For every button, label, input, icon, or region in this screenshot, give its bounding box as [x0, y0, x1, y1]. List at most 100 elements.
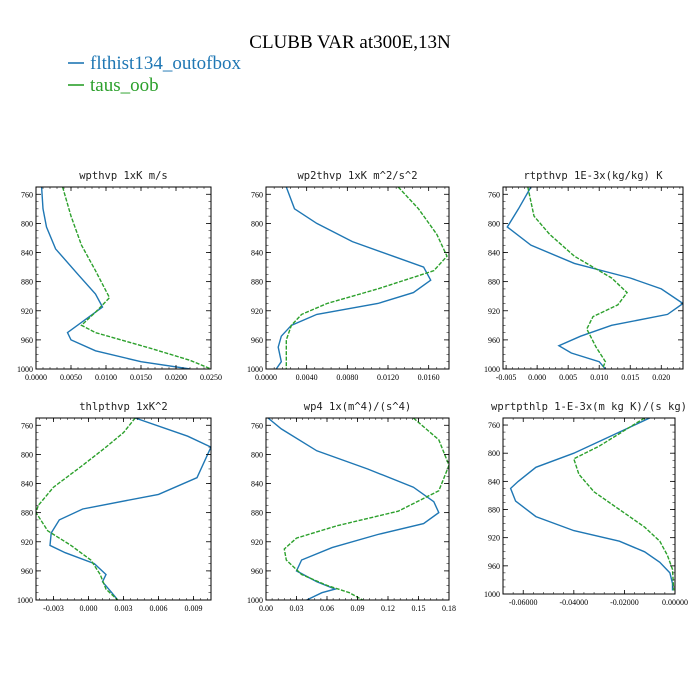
- x-tick-label: 0.12: [381, 604, 395, 613]
- y-tick-label: 1000: [484, 590, 500, 599]
- y-tick-label: 760: [488, 190, 500, 199]
- series-line-flthist134: [506, 187, 683, 369]
- x-tick-label: -0.003: [43, 604, 64, 613]
- y-tick-label: 880: [251, 278, 263, 287]
- plot-frame: [265, 186, 450, 370]
- y-tick-label: 840: [21, 480, 33, 489]
- series-line-flthist134: [267, 418, 440, 600]
- legend-label-taus-oob: taus_oob: [90, 75, 159, 96]
- series-line-taus-oob: [283, 418, 449, 600]
- y-tick-label: 880: [21, 278, 33, 287]
- y-tick-label: 960: [251, 336, 263, 345]
- y-tick-label: 920: [251, 538, 263, 547]
- y-tick-label: 1000: [17, 596, 33, 605]
- y-tick-label: 840: [251, 249, 263, 258]
- x-tick-label: -0.02000: [610, 598, 639, 607]
- x-tick-label: 0.0040: [296, 373, 318, 382]
- panel-title: wp4 1x(m^4)/(s^4): [304, 401, 411, 413]
- x-tick-label: 0.00000: [662, 598, 688, 607]
- x-tick-label: 0.18: [442, 604, 456, 613]
- series-line-taus-oob: [61, 187, 211, 369]
- x-tick-label: -0.06000: [509, 598, 538, 607]
- y-tick-label: 920: [21, 307, 33, 316]
- y-tick-label: 880: [488, 506, 500, 515]
- panel-4: thlpthvp 1xK^2 -0.003 0.000 0.003 0.006 0.009…: [17, 401, 212, 613]
- x-tick-label: 0.0200: [165, 373, 187, 382]
- figure-title: CLUBB VAR at300E,13N: [249, 32, 451, 53]
- y-tick-label: 840: [488, 249, 500, 258]
- panel-6: wprtpthlp 1-E-3x(m kg K)/(s kg) -0.06000 -…: [484, 401, 688, 607]
- panel-5: wp4 1x(m^4)/(s^4) 0.00 0.03 0.06 0.09 0.12 0.1…: [247, 401, 456, 613]
- x-tick-label: 0.000: [528, 373, 546, 382]
- series-line-flthist134: [49, 418, 211, 600]
- y-tick-label: 1000: [17, 365, 33, 374]
- series-line-flthist134: [275, 187, 432, 369]
- x-tick-label: -0.005: [496, 373, 517, 382]
- x-tick-label: 0.03: [290, 604, 304, 613]
- y-tick-label: 880: [21, 509, 33, 518]
- y-tick-label: 800: [251, 219, 263, 228]
- x-tick-label: 0.0100: [95, 373, 117, 382]
- plot-frame: [35, 186, 212, 370]
- y-tick-label: 760: [251, 190, 263, 199]
- y-tick-label: 760: [488, 421, 500, 430]
- y-tick-label: 840: [488, 477, 500, 486]
- panel-1: wpthvp 1xK m/s 0.0000 0.0050 0.0100 0.0150 0.…: [17, 170, 222, 382]
- x-tick-label: 0.0000: [255, 373, 277, 382]
- y-tick-label: 1000: [247, 365, 263, 374]
- y-tick-label: 760: [251, 421, 263, 430]
- legend: flthist134_outofbox taus_oob: [68, 53, 241, 96]
- x-tick-label: 0.003: [115, 604, 133, 613]
- x-tick-label: 0.0080: [336, 373, 358, 382]
- x-tick-label: 0.06: [320, 604, 334, 613]
- x-tick-label: 0.00: [259, 604, 273, 613]
- x-tick-label: 0.020: [652, 373, 670, 382]
- panels: wpthvp 1xK m/s 0.0000 0.0050 0.0100 0.0150 0.…: [17, 170, 688, 613]
- plot-frame: [35, 417, 212, 601]
- plot-frame: [502, 417, 676, 595]
- y-tick-label: 960: [488, 562, 500, 571]
- y-tick-label: 960: [21, 567, 33, 576]
- x-tick-label: 0.0150: [130, 373, 152, 382]
- x-tick-label: 0.09: [351, 604, 365, 613]
- y-tick-label: 960: [488, 336, 500, 345]
- y-tick-label: 960: [251, 567, 263, 576]
- panel-2: wp2thvp 1xK m^2/s^2 0.0000 0.0040 0.0080 0.0…: [247, 170, 450, 382]
- plot-frame: [265, 417, 450, 601]
- series-line-taus-oob: [285, 187, 448, 369]
- series-line-taus-oob: [572, 418, 675, 591]
- y-tick-label: 920: [488, 534, 500, 543]
- x-tick-label: 0.000: [80, 604, 98, 613]
- panel-title: rtpthvp 1E-3x(kg/kg) K: [523, 170, 663, 182]
- y-tick-label: 760: [21, 190, 33, 199]
- y-tick-label: 920: [488, 307, 500, 316]
- x-tick-label: 0.010: [590, 373, 608, 382]
- y-tick-label: 920: [21, 538, 33, 547]
- y-tick-label: 800: [251, 450, 263, 459]
- panel-3: rtpthvp 1E-3x(kg/kg) K -0.005 0.000 0.005 0.…: [484, 170, 684, 382]
- x-tick-label: 0.0160: [418, 373, 440, 382]
- series-line-taus-oob: [36, 418, 136, 600]
- y-tick-label: 1000: [484, 365, 500, 374]
- series-line-taus-oob: [527, 187, 629, 369]
- panel-title: thlpthvp 1xK^2: [79, 401, 168, 413]
- y-tick-label: 1000: [247, 596, 263, 605]
- y-tick-label: 840: [251, 480, 263, 489]
- series-line-flthist134: [40, 187, 191, 369]
- y-tick-label: 880: [488, 278, 500, 287]
- y-tick-label: 960: [21, 336, 33, 345]
- panel-title: wprtpthlp 1-E-3x(m kg K)/(s kg): [491, 401, 687, 413]
- panel-title: wpthvp 1xK m/s: [79, 170, 168, 182]
- series-line-flthist134: [509, 418, 674, 591]
- x-tick-label: 0.0000: [25, 373, 47, 382]
- x-tick-label: -0.04000: [559, 598, 588, 607]
- y-tick-label: 800: [488, 449, 500, 458]
- y-tick-label: 880: [251, 509, 263, 518]
- x-tick-label: 0.006: [150, 604, 168, 613]
- y-tick-label: 920: [251, 307, 263, 316]
- x-tick-label: 0.015: [621, 373, 639, 382]
- x-tick-label: 0.15: [412, 604, 426, 613]
- y-tick-label: 800: [21, 450, 33, 459]
- x-tick-label: 0.0120: [377, 373, 399, 382]
